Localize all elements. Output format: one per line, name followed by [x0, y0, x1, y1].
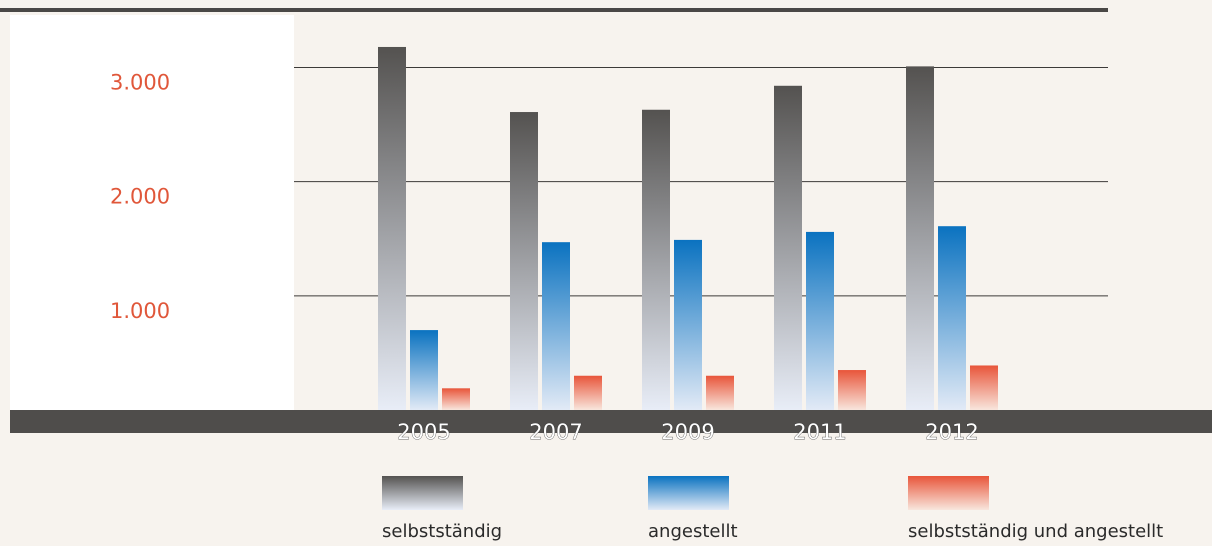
legend-swatch — [908, 476, 989, 510]
y-tick-label: 2.000 — [110, 185, 170, 209]
bar — [806, 231, 834, 410]
legend-label: selbstständig und angestellt — [908, 521, 1163, 542]
baseline-bar — [10, 410, 1212, 433]
x-tick-label: 2005 — [397, 420, 450, 444]
bar — [838, 370, 866, 410]
legend-label: angestellt — [648, 521, 738, 542]
bar — [774, 85, 802, 411]
bar — [938, 226, 966, 410]
bar — [442, 388, 470, 410]
bar — [410, 330, 438, 410]
y-tick-label: 3.000 — [110, 71, 170, 95]
x-tick-label: 2011 — [793, 420, 846, 444]
bar — [574, 375, 602, 410]
bar — [378, 46, 406, 410]
y-tick-label: 1.000 — [110, 299, 170, 323]
x-tick-label: 2009 — [661, 420, 714, 444]
x-tick-label: 2012 — [925, 420, 978, 444]
legend-label: selbstständig — [382, 521, 502, 542]
bar — [706, 375, 734, 410]
legend-swatch — [382, 476, 463, 510]
bar — [970, 365, 998, 410]
bar — [642, 109, 670, 410]
bar — [674, 239, 702, 410]
label-panel — [10, 15, 294, 410]
top-rule — [0, 8, 1108, 12]
x-tick-label: 2007 — [529, 420, 582, 444]
legend-swatch — [648, 476, 729, 510]
bar — [906, 66, 934, 410]
bar — [542, 242, 570, 410]
bar — [510, 112, 538, 411]
